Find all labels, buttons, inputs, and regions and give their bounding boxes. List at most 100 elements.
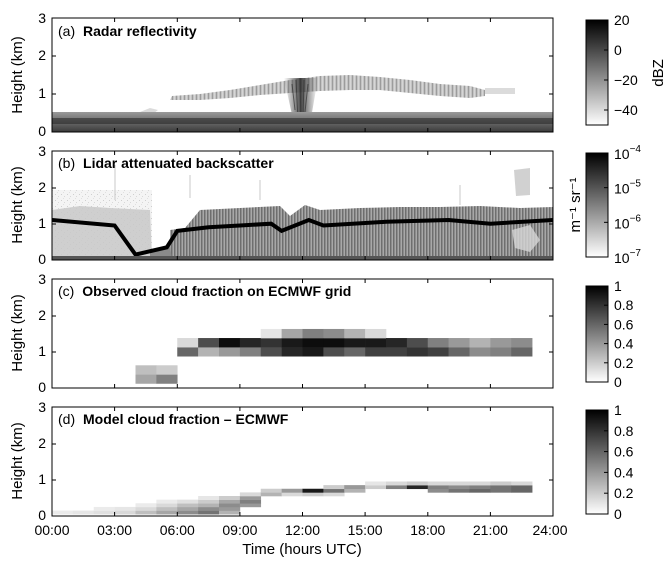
colorbar-tick-label: 0.8 — [614, 423, 634, 439]
cloud-fraction-cell — [427, 488, 449, 493]
cloud-fraction-cell — [114, 510, 136, 515]
panel-a-letter: (a) — [58, 23, 75, 39]
panel-d-ytick: 3 — [38, 399, 46, 415]
cloud-fraction-cell — [427, 347, 449, 357]
cloud-fraction-cell — [72, 510, 95, 515]
colorbar-tick-label: −40 — [614, 102, 638, 118]
cloud-fraction-cell — [490, 338, 512, 348]
cloud-fraction-cell — [198, 506, 220, 511]
cloud-fraction-cell — [386, 481, 408, 486]
x-tick-label: 09:00 — [222, 522, 257, 538]
cloud-fraction-cell — [260, 488, 282, 493]
lidar-below-cloud — [170, 205, 553, 260]
colorbar-d-gradient — [585, 409, 609, 515]
cloud-fraction-cell — [260, 492, 282, 497]
colorbar-tick-label: 0.8 — [614, 297, 634, 313]
colorbar-tick-label: 0 — [614, 506, 622, 522]
panel-d-letter: (d) — [58, 411, 75, 427]
cloud-fraction-cell — [365, 328, 387, 339]
cloud-fraction-cell — [302, 492, 324, 497]
cloud-fraction-cell — [156, 374, 178, 384]
cloud-fraction-cell — [177, 510, 199, 515]
cloud-fraction-cell — [135, 503, 157, 508]
cloud-fraction-cell — [156, 510, 178, 515]
cloud-fraction-cell — [198, 338, 220, 348]
colorbar-a-gradient — [585, 19, 609, 126]
lidar-right-plume — [514, 168, 530, 196]
cloud-fraction-cell — [511, 488, 533, 493]
panel-c-ytick: 2 — [38, 307, 46, 323]
colorbar-tick-label: 1 — [614, 402, 622, 418]
panel-a-ytick: 2 — [38, 47, 46, 63]
panel-c-title-text: Observed cloud fraction on ECMWF grid — [82, 283, 351, 299]
cloud-fraction-cell — [448, 485, 470, 490]
panel-c-title: (c) Observed cloud fraction on ECMWF gri… — [58, 283, 351, 299]
x-tick-labels: 00:00 03:00 06:00 09:00 12:00 15:00 18:0… — [34, 522, 567, 538]
cloud-fraction-cell — [448, 488, 470, 493]
panel-b-ylabel: Height (km) — [9, 166, 26, 244]
cloud-fraction-cell — [386, 347, 408, 357]
cloud-fraction-cell — [219, 510, 241, 515]
radar-field — [52, 75, 553, 132]
panel-b-ytick: 3 — [38, 143, 46, 159]
panel-b-letter: (b) — [58, 155, 75, 171]
colorbar-tick-label: 0.4 — [614, 336, 634, 352]
colorbar-tick-label: 0 — [614, 374, 622, 390]
colorbar-a: 20 0 −20 −40 dBZ — [585, 12, 667, 126]
colorbar-b: 10−4 10−5 10−6 10−7 m⁻¹ sr⁻¹ — [567, 144, 641, 266]
colorbar-tick-label: 10−4 — [614, 144, 641, 162]
panel-a-ytick: 1 — [38, 85, 46, 101]
colorbar-tick-label: 0.6 — [614, 444, 634, 460]
colorbar-c-ticks: 1 0.8 0.6 0.4 0.2 0 — [604, 278, 634, 390]
cloud-fraction-cell — [302, 488, 324, 493]
panel-c-ytick: 0 — [38, 379, 46, 395]
cloud-fraction-cell — [427, 481, 449, 486]
cloud-fraction-cell — [135, 506, 157, 511]
panel-d-ylabel: Height (km) — [9, 422, 26, 500]
cloud-fraction-cell — [469, 347, 491, 357]
cloud-fraction-cell — [198, 510, 220, 515]
cloud-fraction-cell — [323, 485, 345, 490]
lidar-right-aerosol — [512, 225, 540, 252]
cloud-fraction-cell — [490, 347, 512, 357]
cloud-fraction-cell — [281, 347, 303, 357]
panel-b-ytick: 1 — [38, 215, 46, 231]
cloud-fraction-cell — [198, 496, 220, 500]
panel-b-title-text: Lidar attenuated backscatter — [83, 155, 274, 171]
cloud-fraction-cell — [511, 347, 533, 357]
x-tick-label: 21:00 — [473, 522, 508, 538]
panel-b-ytick: 2 — [38, 179, 46, 195]
cloud-fraction-cell — [406, 347, 429, 357]
x-tick-label: 24:00 — [532, 522, 567, 538]
cloud-fraction-cell — [281, 338, 303, 348]
cloud-fraction-cell — [219, 506, 241, 511]
cloud-fraction-cell — [469, 481, 491, 486]
panel-b-title: (b) Lidar attenuated backscatter — [58, 155, 274, 171]
cloud-fraction-cell — [239, 492, 262, 497]
radar-cloud-layer — [170, 75, 485, 100]
colorbar-tick-label: −20 — [614, 72, 638, 88]
colorbar-b-gradient — [585, 152, 609, 258]
cloud-fraction-cell — [344, 328, 366, 339]
cloud-fraction-cell — [448, 481, 470, 486]
cloud-fraction-cell — [239, 338, 262, 348]
colorbar-c-gradient — [585, 285, 609, 383]
x-tick-label: 12:00 — [285, 522, 320, 538]
cloud-fraction-cell — [239, 503, 262, 508]
lidar-left-aerosol — [52, 206, 152, 260]
x-tick-label: 18:00 — [410, 522, 445, 538]
colorbar-b-ticks: 10−4 10−5 10−6 10−7 — [604, 144, 641, 266]
cloud-fraction-cell — [302, 328, 324, 339]
cloud-fraction-cell — [344, 485, 366, 490]
panel-a-yticks: 0 1 2 3 — [38, 10, 46, 139]
cloud-fraction-cell — [490, 485, 512, 490]
panel-a-ylabel: Height (km) — [9, 36, 26, 114]
cloud-fraction-cell — [177, 338, 199, 348]
cloud-fraction-cell — [93, 510, 115, 515]
colorbar-tick-label: 10−7 — [614, 248, 641, 266]
cloud-fraction-cell — [114, 506, 136, 511]
x-tick-label: 15:00 — [348, 522, 383, 538]
panel-a-ytick: 3 — [38, 10, 46, 26]
cloud-fraction-cell — [52, 510, 74, 515]
